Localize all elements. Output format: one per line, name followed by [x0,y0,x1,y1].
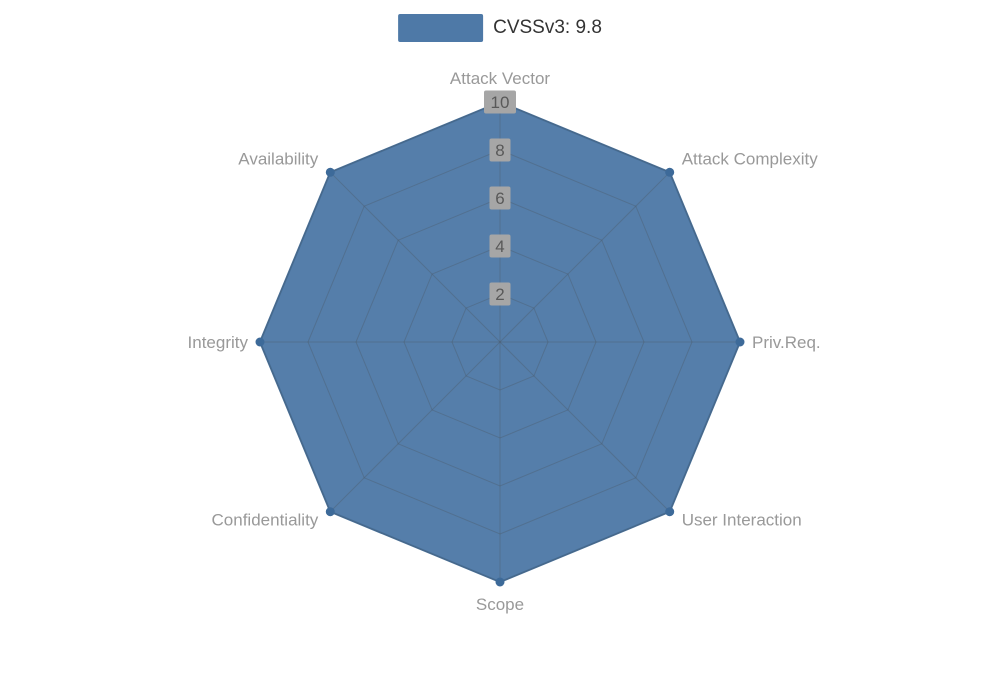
radar-series-point [495,577,505,587]
radar-grid-ring [307,149,693,535]
tick-label-background [489,186,511,210]
radar-series-point [665,507,675,517]
tick-label-background [489,138,511,162]
radar-axis-line [499,171,671,343]
radar-grid-ring [355,197,645,487]
radar-series-point [325,167,335,177]
radar-series-point [735,337,745,347]
radar-grid-ring [403,245,597,439]
axis-name-label: Attack Vector [450,69,550,88]
tick-label: 4 [495,237,504,256]
axis-name-label: Priv.Req. [752,333,821,352]
tick-label-background [489,282,511,306]
tick-label-background [489,234,511,258]
radar-axis-line [329,341,501,513]
tick-label: 6 [495,189,504,208]
legend-swatch [398,14,484,42]
radar-grid-ring [451,293,549,391]
radar-series-point [325,507,335,517]
axis-name-label: Attack Complexity [682,149,819,168]
tick-label-background [484,90,516,114]
tick-label: 8 [495,141,504,160]
tick-label: 2 [495,285,504,304]
axis-name-label: Integrity [188,333,249,352]
axis-name-label: User Interaction [682,511,802,530]
tick-label: 10 [491,93,510,112]
axis-name-label: Availability [238,149,319,168]
radar-axis-line [329,171,501,343]
radar-series-point [665,167,675,177]
legend-label: CVSSv3: 9.8 [493,17,602,38]
axis-name-label: Scope [476,595,524,614]
axis-name-label: Confidentiality [212,511,319,530]
legend[interactable]: CVSSv3: 9.8 [398,14,602,42]
radar-axis-line [499,341,671,513]
radar-series-point [255,337,265,347]
